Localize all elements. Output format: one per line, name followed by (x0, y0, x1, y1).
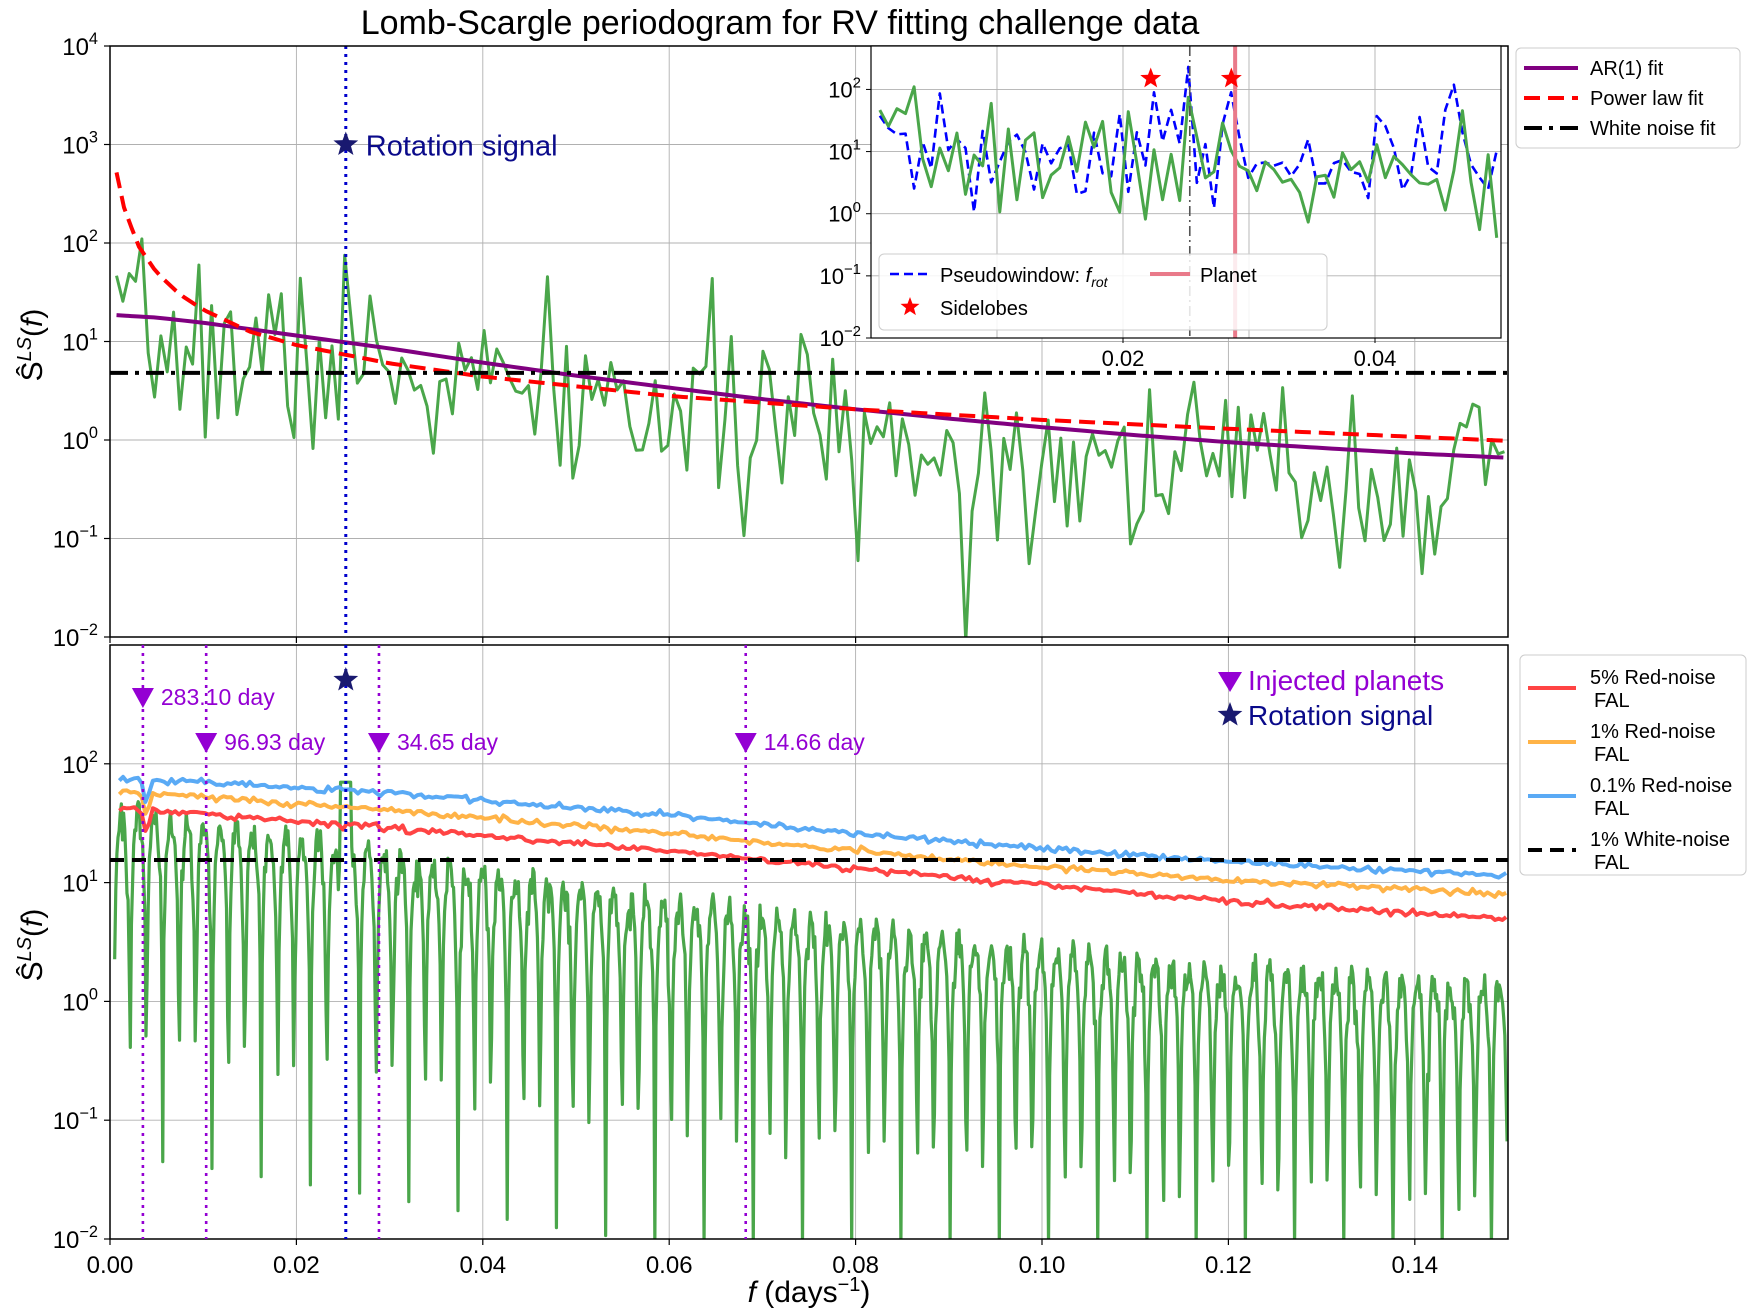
bottom-legend-label-3-line2: FAL (1594, 798, 1630, 820)
top-ytick-label: 103 (62, 129, 98, 160)
bottom-series-1-line (118, 805, 1508, 923)
inset-legend-sidelobes-icon (900, 297, 920, 316)
inset-axes-frame (870, 45, 1502, 339)
legend-planet-triangle-icon (1218, 672, 1242, 692)
bottom-xtick-label: 0.14 (1391, 1252, 1438, 1279)
planet-triangle-icon (195, 733, 218, 753)
inset-ytick-label: 101 (828, 137, 861, 165)
planet-triangle-icon (131, 688, 154, 708)
bottom-legend-label-4: 1% White-noise (1590, 829, 1730, 851)
top-legend-label-2: Power law fit (1590, 88, 1704, 110)
inset-xtick-label: 0.04 (1354, 346, 1397, 371)
bottom-legend-label-1: 5% Red-noise (1590, 667, 1716, 689)
inset-pseudowindow-line (878, 65, 1498, 214)
inset-ytick-label: 10−1 (819, 261, 861, 289)
bottom-xtick-label: 0.06 (646, 1252, 693, 1279)
top-ylabel: ŜLS(f) (14, 309, 49, 382)
bottom-ylabel: ŜLS(f) (14, 909, 49, 982)
top-legend: AR(1) fit Power law fit White noise fit (1515, 47, 1741, 149)
bottom-ticks: 0.00 0.02 0.04 0.06 0.08 0.10 0.12 0.14 10−2 10−1… (53, 748, 1438, 1279)
planet-period-label: 96.93 day (224, 729, 326, 755)
top-series-1-line (116, 313, 1504, 460)
inset-legend: Pseudowindow: frot Sidelobes Planet (878, 253, 1328, 331)
rotation-signal-label: Rotation signal (1248, 700, 1433, 731)
rotation-star-icon (333, 131, 359, 156)
bottom-ytick-label: 101 (62, 867, 98, 898)
bottom-xtick-label: 0.08 (832, 1252, 879, 1279)
bottom-ytick-label: 100 (62, 986, 98, 1017)
bottom-series-3-line (117, 774, 1508, 880)
planet-period-label: 14.66 day (764, 729, 866, 755)
sidelobe-star-icon (1140, 67, 1162, 88)
bottom-legend-label-1-line2: FAL (1594, 690, 1630, 712)
planet-triangle-icon (367, 733, 390, 753)
inset-xtick-label: 0.02 (1102, 346, 1145, 371)
top-ytick-label: 104 (62, 30, 98, 61)
bottom-xtick-label: 0.12 (1205, 1252, 1252, 1279)
inset-periodogram-line (878, 85, 1499, 238)
bottom-xtick-label: 0.00 (87, 1252, 134, 1279)
top-ytick-label: 10−1 (53, 523, 98, 554)
inset-legend-box (878, 253, 1328, 331)
bottom-xtick-label: 0.04 (459, 1252, 506, 1279)
chart-title: Lomb-Scargle periodogram for RV fitting … (361, 4, 1200, 42)
inset-panel: 10−2 10−1 100 101 102 0.02 0.04 Pseudowindow: … (819, 45, 1502, 371)
bottom-xtick-label: 0.02 (273, 1252, 320, 1279)
bottom-axes-frame (109, 644, 1509, 1240)
top-ticks: 10−2 10−1 100 101 102 103 104 (53, 30, 1416, 652)
inset-ticks: 10−2 10−1 100 101 102 0.02 0.04 (819, 75, 1396, 371)
bottom-xlabel: f (days−1) (748, 1274, 871, 1309)
injected-planets-label: Injected planets (1248, 665, 1444, 696)
bottom-data (110, 774, 1508, 1239)
bottom-legend-label-3: 0.1% Red-noise (1590, 775, 1732, 797)
top-ytick-label: 100 (62, 424, 98, 455)
inset-legend-planet-label: Planet (1200, 265, 1257, 287)
top-ytick-label: 101 (62, 326, 98, 357)
rotation-annotation-label: Rotation signal (366, 131, 558, 163)
top-ytick-label: 102 (62, 227, 98, 258)
top-series-2-line (114, 172, 1504, 443)
bottom-ytick-label: 10−1 (53, 1104, 98, 1135)
inset-ytick-label: 100 (828, 199, 861, 227)
bottom-rotation-star-icon (333, 667, 359, 691)
planet-period-label: 283.10 day (161, 684, 275, 710)
bottom-series-2-line (117, 788, 1508, 899)
inset-legend-sidelobes-label: Sidelobes (940, 298, 1028, 320)
bottom-xtick-label: 0.10 (1019, 1252, 1066, 1279)
rotation-annotation: Rotation signal (333, 131, 558, 163)
bottom-ytick-label: 10−2 (53, 1223, 98, 1254)
top-periodogram-line (115, 237, 1505, 637)
top-legend-label-3: White noise fit (1590, 118, 1716, 140)
bottom-legend-label-4-line2: FAL (1594, 852, 1630, 874)
planet-period-label: 34.65 day (397, 729, 499, 755)
bottom-periodogram-line (113, 780, 1508, 1239)
bottom-legend-label-2-line2: FAL (1594, 744, 1630, 766)
bottom-legend-box (1519, 654, 1747, 876)
inset-ytick-label: 10−2 (819, 323, 861, 351)
bottom-panel: 0.00 0.02 0.04 0.06 0.08 0.10 0.12 0.14 10−2 10−1… (14, 644, 1509, 1309)
bottom-annotations: 283.10 day 96.93 day 34.65 day 14.66 day Inj… (131, 645, 1444, 1239)
inset-legend-pseudowindow-label: Pseudowindow: frot (940, 265, 1109, 290)
sidelobe-star-icon (1220, 67, 1242, 88)
inset-ytick-label: 102 (828, 75, 861, 103)
bottom-ytick-label: 102 (62, 748, 98, 779)
planet-triangle-icon (734, 733, 757, 753)
legend-rotation-star-icon (1217, 702, 1243, 726)
bottom-legend-label-2: 1% Red-noise (1590, 721, 1716, 743)
top-legend-label-1: AR(1) fit (1590, 58, 1664, 80)
top-legend-box (1515, 47, 1741, 149)
top-ytick-label: 10−2 (53, 621, 98, 652)
